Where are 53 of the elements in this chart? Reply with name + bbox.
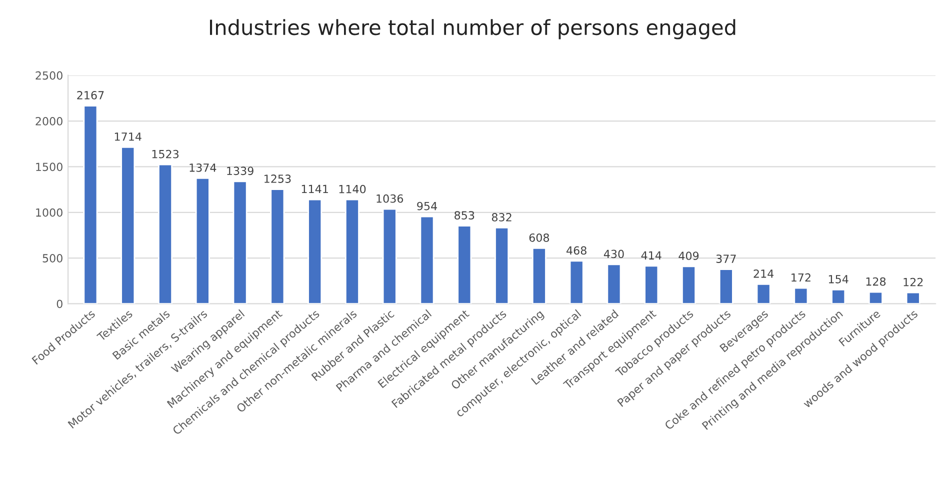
y-tick-label: 0 — [56, 300, 62, 308]
data-label: 468 — [566, 246, 586, 255]
bar — [420, 216, 434, 304]
data-label: 377 — [716, 254, 736, 263]
bar — [308, 198, 322, 304]
data-label: 1523 — [152, 150, 179, 158]
data-label: 608 — [529, 233, 550, 242]
data-label: 430 — [604, 250, 624, 258]
y-tick-label: 2500 — [36, 71, 62, 80]
bar — [794, 287, 808, 304]
y-tick-label: 1500 — [36, 162, 62, 172]
bar — [644, 265, 659, 304]
data-label: 409 — [678, 252, 699, 260]
y-tick-label: 2000 — [36, 116, 62, 126]
data-label: 154 — [828, 275, 848, 284]
data-label: 1374 — [190, 163, 216, 172]
bar — [457, 225, 472, 304]
data-label: 128 — [866, 277, 886, 286]
bar — [382, 208, 397, 304]
chart-title: Industries where total number of persons engaged — [210, 19, 736, 40]
data-label: 954 — [417, 202, 437, 210]
bar — [532, 248, 546, 304]
bar — [718, 268, 734, 304]
data-label: 1714 — [114, 132, 142, 141]
bar — [494, 227, 510, 304]
bar — [906, 292, 920, 304]
bar — [569, 260, 584, 304]
bar — [232, 180, 248, 304]
data-label: 1036 — [376, 194, 404, 203]
bar — [831, 288, 846, 304]
data-label: 1141 — [302, 184, 328, 194]
bar — [158, 164, 172, 304]
bar — [195, 178, 210, 304]
data-label: 1140 — [339, 184, 366, 194]
data-label: 2167 — [77, 91, 104, 100]
data-label: 122 — [904, 278, 923, 286]
y-tick-label: 500 — [42, 254, 62, 262]
bar — [344, 198, 360, 304]
bar — [120, 146, 136, 304]
bar — [756, 284, 771, 304]
bar — [868, 291, 883, 304]
data-label: 1253 — [264, 174, 291, 183]
bar — [270, 188, 285, 304]
y-tick-label: 1000 — [36, 208, 62, 217]
data-label: 172 — [792, 273, 810, 282]
data-label: 414 — [641, 251, 662, 260]
data-label: 832 — [492, 213, 512, 222]
bar — [606, 264, 622, 304]
bar — [682, 266, 696, 304]
data-label: 1339 — [227, 166, 254, 176]
bar — [83, 105, 98, 304]
data-label: 853 — [454, 211, 474, 220]
data-label: 214 — [754, 269, 774, 278]
